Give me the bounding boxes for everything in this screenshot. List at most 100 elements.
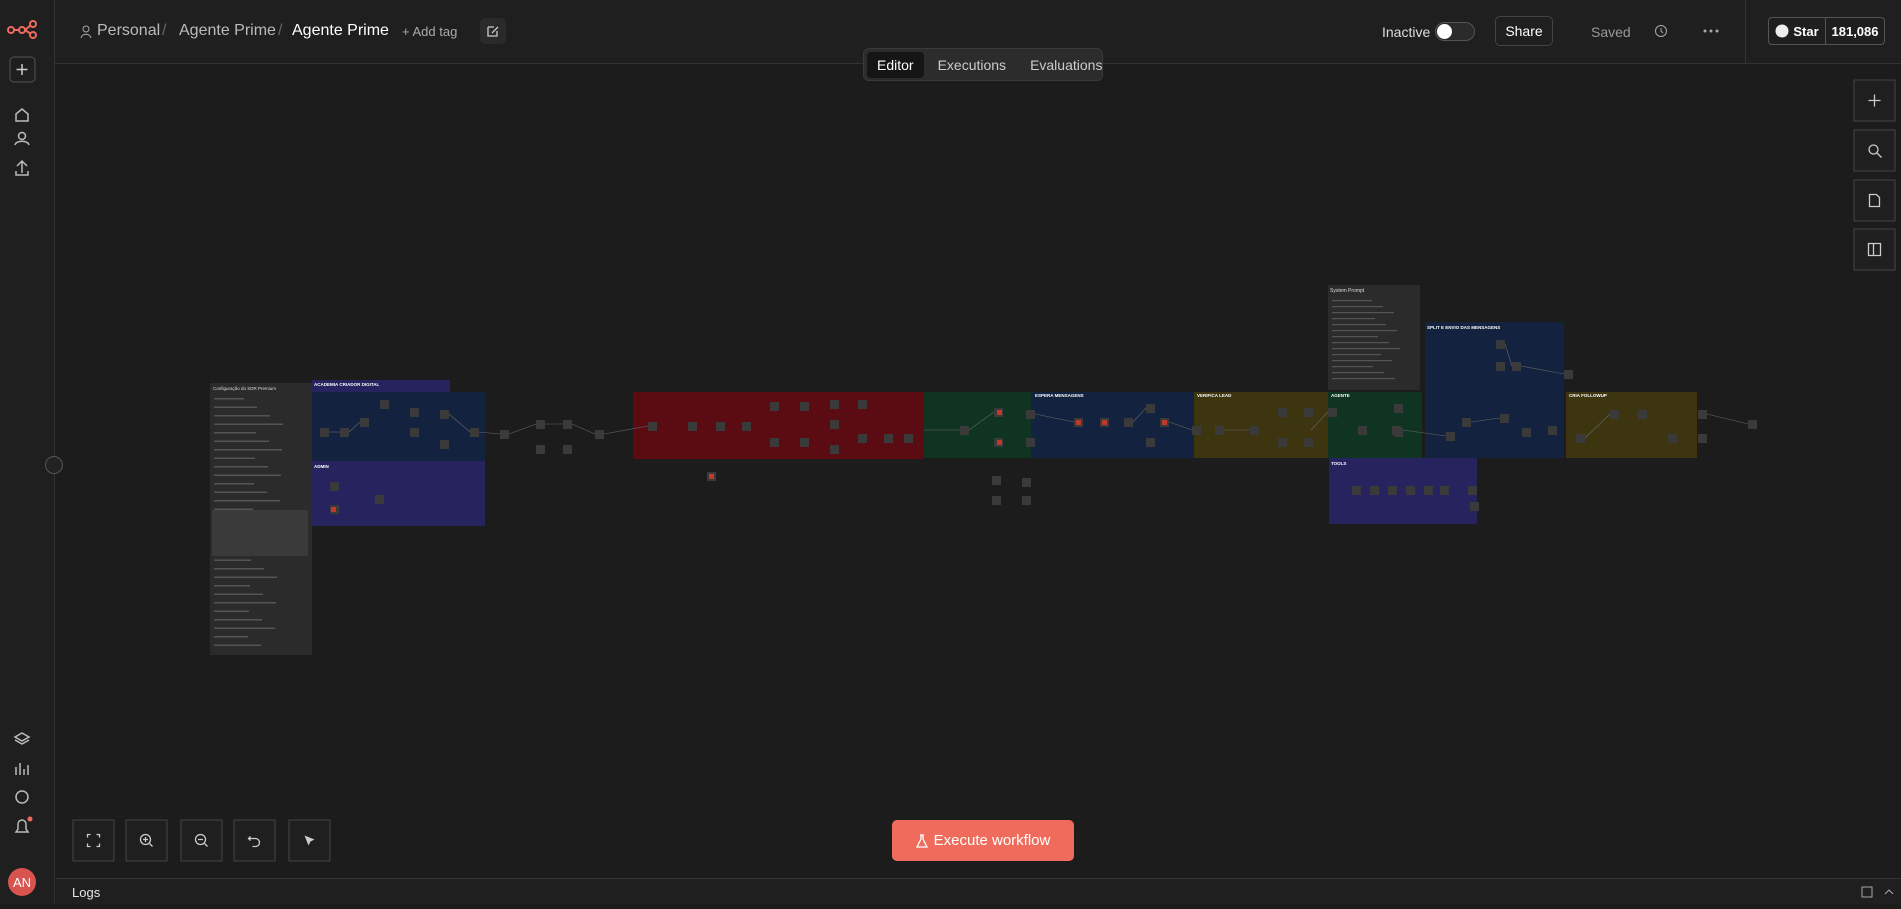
- canvas-button[interactable]: [1853, 228, 1896, 271]
- note-line: [214, 423, 283, 425]
- note-line: [214, 602, 276, 604]
- history-icon[interactable]: [1654, 24, 1668, 38]
- workflow-node: [410, 408, 419, 417]
- notification-icon[interactable]: [14, 819, 30, 833]
- workflow-node: [1358, 426, 1367, 435]
- divider: [1745, 0, 1746, 64]
- zoom-control-icon: [304, 835, 315, 846]
- avatar[interactable]: [8, 868, 36, 896]
- add-tag[interactable]: + Add tag: [402, 24, 458, 39]
- workflow-node: [320, 428, 329, 437]
- note-line: [214, 406, 257, 408]
- tab[interactable]: Editor: [867, 51, 924, 78]
- edit-description[interactable]: [480, 18, 506, 44]
- workflow-node: [800, 438, 809, 447]
- canvas-drawing: Configuração do SDR Premium System Prompt…: [72, 79, 1896, 862]
- group-box: [1328, 392, 1422, 458]
- sidebar-collapse[interactable]: [45, 456, 63, 474]
- workflow-node: [1146, 438, 1155, 447]
- share-icon[interactable]: [15, 159, 29, 176]
- canvas-button-icon: [1867, 242, 1882, 257]
- sidebar-icons: AN: [7, 20, 37, 896]
- workflow-node: [1698, 410, 1707, 419]
- workflow-title[interactable]: Agente Prime: [292, 22, 389, 39]
- note-line: [214, 440, 269, 442]
- note-line: [214, 593, 263, 595]
- logo: [7, 20, 37, 39]
- templates-icon[interactable]: [13, 732, 31, 745]
- workflow-node: [1278, 408, 1287, 417]
- note-line: [1332, 330, 1397, 332]
- connection: [1402, 429, 1447, 437]
- node-accent: [709, 474, 714, 479]
- project-icon: [80, 25, 92, 39]
- workflow-node: [440, 440, 449, 449]
- breadcrumb-folder[interactable]: Agente Prime: [179, 22, 276, 39]
- star-count: 181,086: [1831, 23, 1879, 39]
- workflow-node: [1352, 486, 1361, 495]
- group-box: [1566, 392, 1697, 458]
- note-code-block: [212, 510, 308, 556]
- note-line: [214, 627, 275, 629]
- user-icon[interactable]: [17, 131, 27, 141]
- connection: [1520, 365, 1565, 375]
- node-accent: [1102, 420, 1107, 425]
- workflow-node: [563, 445, 572, 454]
- workflow-canvas[interactable]: Configuração do SDR Premium System Prompt…: [56, 65, 1901, 877]
- zoom-control[interactable]: [180, 819, 223, 862]
- view-tabs: Editor Executions Evaluations: [863, 48, 1103, 81]
- note-line: [214, 585, 250, 587]
- breadcrumb-project[interactable]: Personal: [97, 22, 161, 39]
- note-line: [1332, 366, 1373, 368]
- avatar-initials: AN: [13, 875, 31, 890]
- workflow-node: [1512, 362, 1521, 371]
- more-icon[interactable]: [1703, 29, 1719, 33]
- connection: [1584, 413, 1611, 439]
- zoom-control[interactable]: [125, 819, 168, 862]
- workflow-node: [1022, 496, 1031, 505]
- canvas-button[interactable]: [1853, 179, 1896, 222]
- zoom-control[interactable]: [72, 819, 115, 862]
- add-button[interactable]: [9, 56, 36, 83]
- logs-bar[interactable]: Logs: [56, 878, 1901, 904]
- tab[interactable]: Evaluations: [1030, 56, 1103, 73]
- github-star[interactable]: Star 181,086: [1768, 17, 1885, 45]
- workflow-node: [1192, 426, 1201, 435]
- workflow-node: [1388, 486, 1397, 495]
- workflow-node: [884, 434, 893, 443]
- group-box: [924, 392, 1031, 458]
- workflow-node: [1424, 486, 1433, 495]
- note-line: [214, 619, 262, 621]
- workflow-node: [1564, 370, 1573, 379]
- workflow-node: [1496, 362, 1505, 371]
- note-line: [214, 457, 255, 459]
- note-line: [1332, 348, 1400, 350]
- canvas-button-icon: [1876, 152, 1882, 158]
- logs-controls[interactable]: [1861, 886, 1897, 898]
- workflow-node: [1026, 438, 1035, 447]
- workflow-node: [770, 402, 779, 411]
- active-toggle[interactable]: [1435, 22, 1475, 41]
- canvas-button[interactable]: [1853, 129, 1896, 172]
- note-line: [1332, 372, 1384, 374]
- help-icon[interactable]: [15, 790, 29, 804]
- zoom-control-icon: [247, 836, 261, 848]
- node-accent: [1162, 420, 1167, 425]
- group-box: [312, 380, 450, 392]
- workflow-node: [960, 426, 969, 435]
- zoom-control[interactable]: [233, 819, 276, 862]
- toggle-knob: [1437, 24, 1452, 39]
- workflow-node: [1406, 486, 1415, 495]
- share-button[interactable]: Share: [1495, 16, 1553, 46]
- node-accent: [997, 410, 1002, 415]
- tab[interactable]: Executions: [937, 56, 1007, 73]
- execute-workflow-button[interactable]: Execute workflow: [892, 820, 1074, 861]
- workflow-node: [1146, 404, 1155, 413]
- note-line: [214, 644, 261, 646]
- insights-icon[interactable]: [15, 763, 29, 775]
- note-line: [214, 491, 267, 493]
- note-line: [214, 449, 282, 451]
- workflow-node: [1496, 340, 1505, 349]
- home-icon[interactable]: [15, 108, 29, 122]
- workflow-node: [1328, 408, 1337, 417]
